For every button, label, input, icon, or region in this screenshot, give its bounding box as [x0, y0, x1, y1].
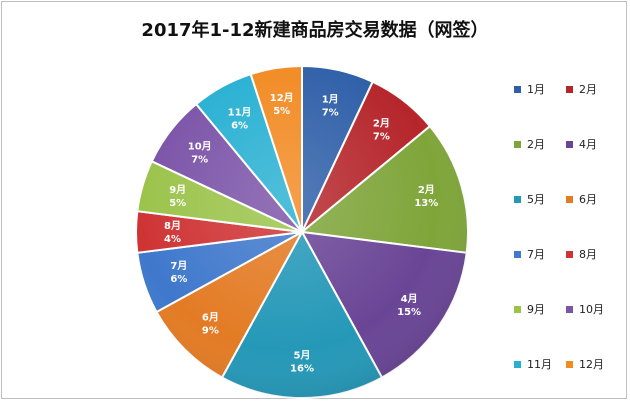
legend-row: 2月 4月 — [514, 137, 618, 151]
legend-swatch — [566, 140, 573, 148]
slice-label-percent-4: 15% — [397, 307, 421, 318]
slice-label-month-3: 2月 — [418, 184, 435, 196]
slice-label-percent-6: 9% — [202, 326, 219, 337]
legend-swatch — [566, 250, 573, 258]
legend-swatch — [514, 140, 521, 148]
legend-label: 5月 — [527, 193, 545, 206]
legend-swatch — [566, 305, 573, 313]
slice-label-month-6: 6月 — [202, 312, 219, 324]
slice-label-month-12: 12月 — [270, 92, 294, 104]
legend-item-10: 10月 — [566, 301, 618, 317]
legend-swatch — [514, 305, 521, 313]
slice-label-month-11: 11月 — [228, 107, 252, 119]
slice-label-month-10: 10月 — [188, 141, 212, 153]
legend-item-12: 12月 — [566, 356, 618, 372]
legend-item-7: 7月 — [514, 246, 566, 262]
legend-row: 5月 6月 — [514, 192, 618, 206]
slice-label-month-8: 8月 — [164, 220, 181, 232]
slice-label-month-5: 5月 — [294, 350, 311, 362]
legend-row: 11月 12月 — [514, 357, 618, 371]
chart-title: 2017年1-12新建商品房交易数据（网签） — [141, 20, 489, 41]
slice-label-percent-12: 5% — [273, 106, 290, 117]
legend-row: 9月 10月 — [514, 302, 618, 316]
slice-label-month-2: 2月 — [373, 118, 390, 130]
legend-item-6: 6月 — [566, 191, 618, 207]
legend-swatch — [566, 195, 573, 203]
legend-row: 7月 8月 — [514, 247, 618, 261]
legend-item-2: 2月 — [566, 81, 618, 97]
legend-item-11: 11月 — [514, 356, 566, 372]
legend-swatch — [566, 360, 573, 368]
slice-label-percent-7: 6% — [170, 274, 187, 285]
slice-label-percent-3: 13% — [414, 198, 438, 209]
slice-label-percent-11: 6% — [231, 121, 248, 132]
slice-label-month-7: 7月 — [170, 260, 187, 272]
legend-label: 11月 — [527, 358, 552, 371]
legend-swatch — [514, 360, 521, 368]
slice-label-month-4: 4月 — [401, 293, 418, 305]
slice-label-percent-10: 7% — [191, 155, 208, 166]
legend-row: 1月 2月 — [514, 82, 618, 96]
legend-label: 10月 — [579, 303, 604, 316]
legend-label: 9月 — [527, 303, 545, 316]
legend-label: 12月 — [579, 358, 604, 371]
slice-label-percent-5: 16% — [290, 364, 314, 375]
legend-label: 8月 — [579, 248, 597, 261]
slice-label-month-1: 1月 — [322, 94, 339, 106]
slice-label-percent-2: 7% — [373, 132, 390, 143]
legend-label: 4月 — [579, 138, 597, 151]
legend-swatch — [566, 85, 573, 93]
legend-swatch — [514, 85, 521, 93]
legend-item-3: 2月 — [514, 136, 566, 152]
legend-item-5: 5月 — [514, 191, 566, 207]
legend-item-8: 8月 — [566, 246, 618, 262]
legend-item-1: 1月 — [514, 81, 566, 97]
slice-label-percent-8: 4% — [164, 234, 181, 245]
legend-label: 1月 — [527, 83, 545, 96]
legend-label: 6月 — [579, 193, 597, 206]
legend-label: 7月 — [527, 248, 545, 261]
legend-label: 2月 — [579, 83, 597, 96]
legend-item-4: 4月 — [566, 136, 618, 152]
slice-label-month-9: 9月 — [169, 184, 186, 196]
legend-item-9: 9月 — [514, 301, 566, 317]
legend-swatch — [514, 250, 521, 258]
legend-swatch — [514, 195, 521, 203]
legend-label: 2月 — [527, 138, 545, 151]
slice-label-percent-1: 7% — [322, 108, 339, 119]
slice-label-percent-9: 5% — [169, 198, 186, 209]
